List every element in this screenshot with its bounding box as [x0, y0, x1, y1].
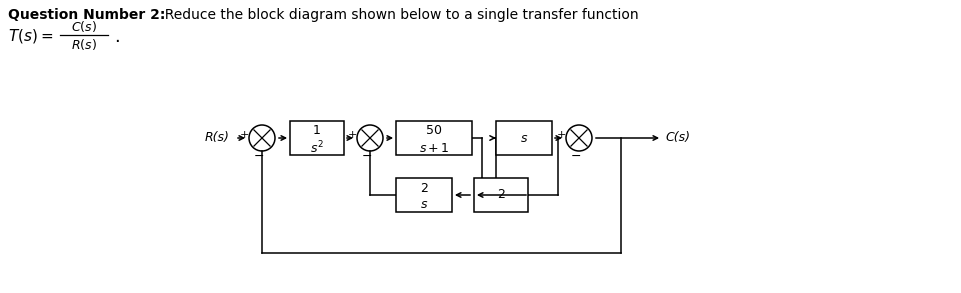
Text: R(s): R(s) — [205, 130, 230, 144]
Text: C(s): C(s) — [665, 130, 690, 144]
Text: 2: 2 — [420, 181, 428, 195]
Bar — [290, 121, 344, 155]
Bar — [474, 178, 528, 212]
Text: −: − — [361, 149, 372, 163]
Text: 1: 1 — [313, 125, 321, 137]
Text: .: . — [114, 28, 120, 46]
Text: +: + — [556, 130, 566, 140]
Bar — [396, 178, 452, 212]
Text: 50: 50 — [426, 125, 442, 137]
Text: −: − — [254, 149, 264, 163]
Text: $s^2$: $s^2$ — [310, 140, 324, 156]
Bar — [396, 121, 472, 155]
Text: −: − — [571, 149, 581, 163]
Text: $T(s) =$: $T(s) =$ — [8, 27, 53, 45]
Text: +: + — [347, 130, 357, 140]
Text: $s$: $s$ — [520, 132, 529, 144]
Text: Question Number 2:: Question Number 2: — [8, 8, 165, 22]
Text: $C(s)$: $C(s)$ — [71, 20, 97, 35]
Text: $s$: $s$ — [420, 198, 428, 212]
Text: +: + — [239, 130, 249, 140]
Text: Reduce the block diagram shown below to a single transfer function: Reduce the block diagram shown below to … — [156, 8, 639, 22]
Text: 2: 2 — [497, 188, 505, 202]
Text: $s+1$: $s+1$ — [419, 142, 450, 154]
Bar — [496, 121, 552, 155]
Text: $R(s)$: $R(s)$ — [71, 37, 97, 52]
